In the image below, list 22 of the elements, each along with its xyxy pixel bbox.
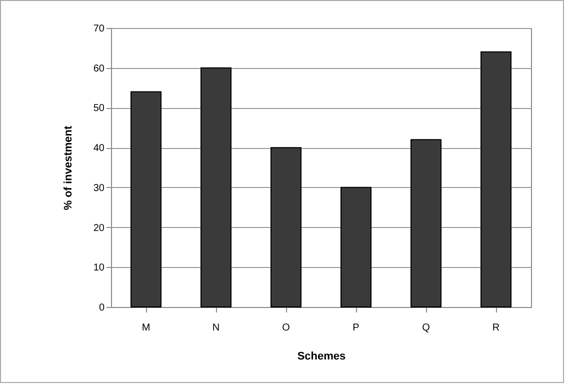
x-tick-label: Q <box>422 322 430 334</box>
x-tick-label: P <box>352 322 360 334</box>
y-tick-label: 50 <box>93 103 105 114</box>
bar <box>410 139 442 308</box>
y-axis-title: % of investment <box>62 125 74 210</box>
x-tick-label: O <box>282 322 290 334</box>
x-tick-label: R <box>492 322 500 334</box>
y-tick-label: 30 <box>93 182 105 194</box>
x-tick-label: N <box>212 322 220 334</box>
y-tick-label: 40 <box>93 143 105 154</box>
y-tick-label: 10 <box>93 262 105 274</box>
bar <box>130 91 162 308</box>
y-tick-label: 20 <box>93 222 105 234</box>
bar <box>480 51 512 308</box>
y-tick-label: 60 <box>93 63 105 74</box>
x-axis-title: Schemes <box>297 350 346 362</box>
bar <box>200 67 232 308</box>
y-tick-label: 0 <box>98 302 105 314</box>
bar <box>270 147 302 308</box>
y-tick-label: 70 <box>93 24 105 34</box>
bar <box>340 186 372 308</box>
x-tick-label: M <box>142 322 150 334</box>
